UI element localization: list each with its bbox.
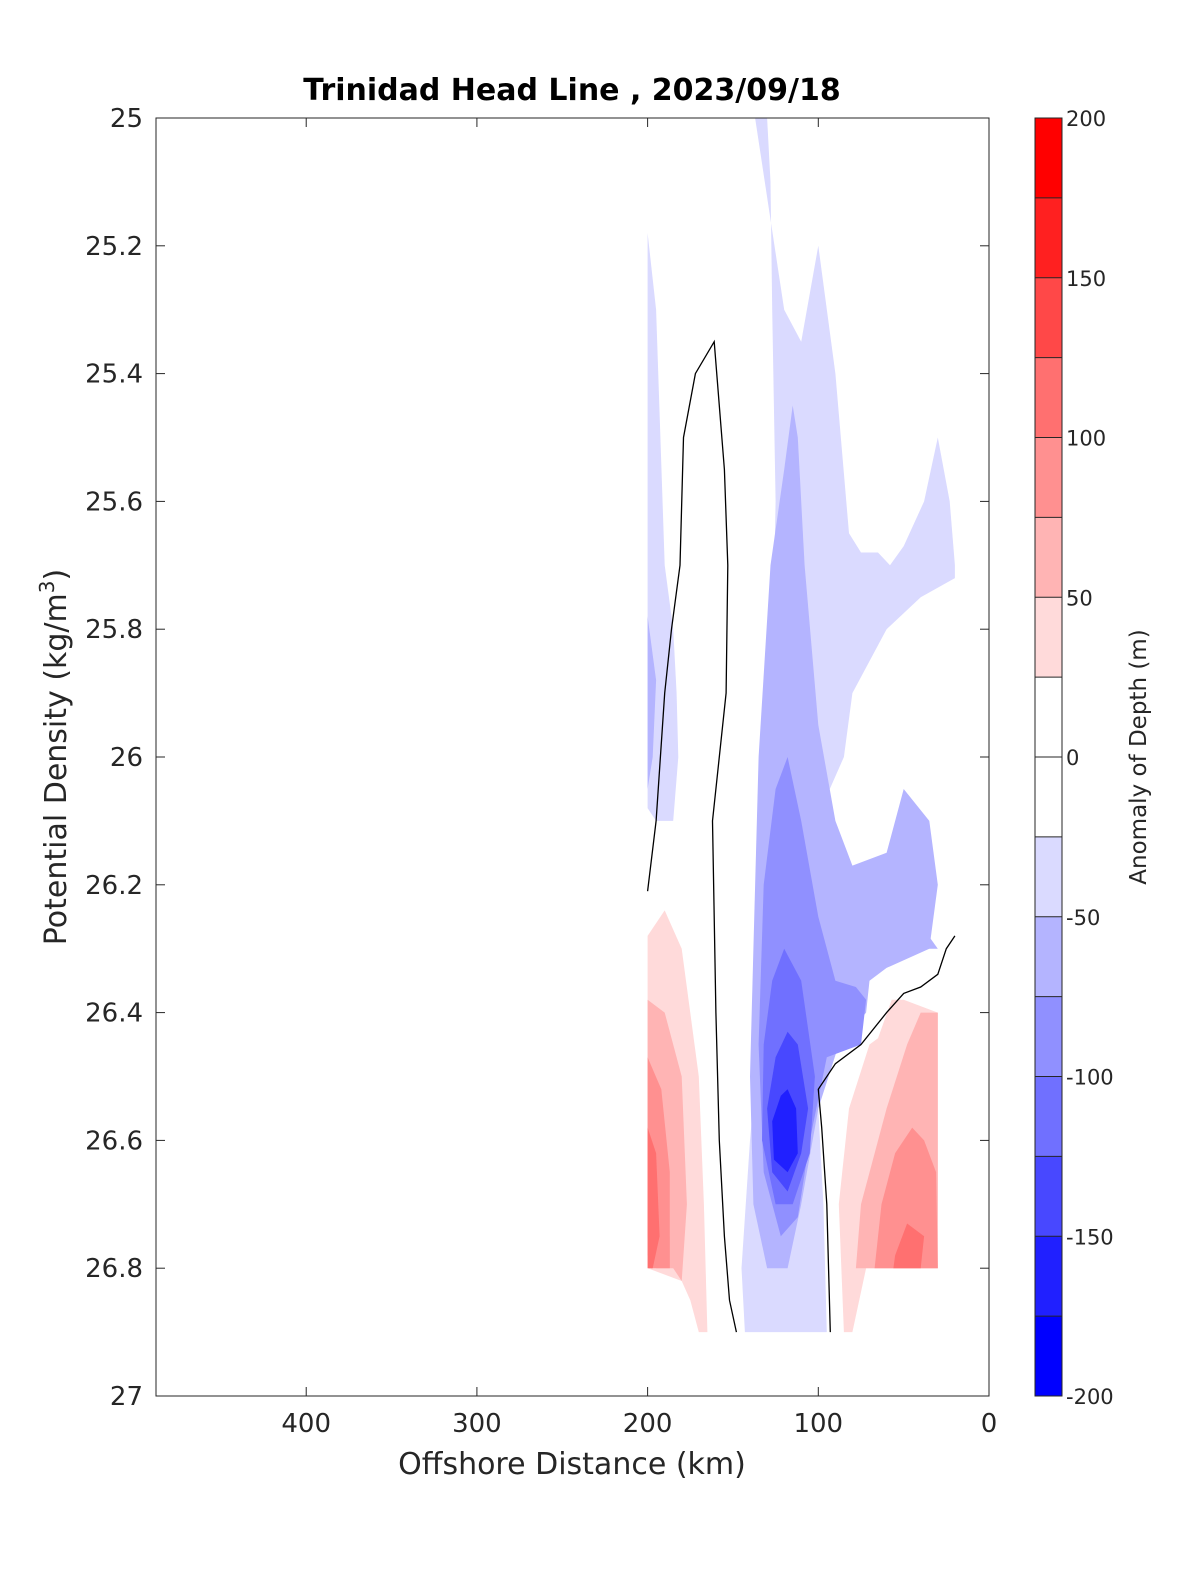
x-tick-label: 100 (793, 1409, 843, 1439)
contour-region-negative-50-75-west (647, 616, 657, 789)
colorbar-tick-label: 50 (1066, 586, 1093, 610)
y-tick-label: 25 (110, 104, 143, 134)
x-tick-label: 400 (281, 1409, 331, 1439)
colorbar: 200 150 100 50 0 -50 -100 -150 -200 Anomaly of D… (1034, 107, 1152, 1409)
colorbar-band (1035, 1236, 1062, 1317)
contour-region-positive-100-125-west (647, 1127, 660, 1269)
contour-region-negative-150-175 (772, 1089, 798, 1173)
colorbar-tick-label: -150 (1066, 1225, 1114, 1249)
colorbar-band (1035, 757, 1062, 837)
y-tick-label: 26.4 (85, 999, 143, 1029)
x-tick-label: 300 (452, 1409, 502, 1439)
x-tick-labels: 400 300 200 100 0 (281, 1409, 997, 1439)
colorbar-bands (1035, 118, 1062, 1396)
axis-ticks (156, 117, 990, 1397)
y-tick-label: 26 (110, 743, 143, 773)
colorbar-band (1035, 677, 1062, 757)
contour-region-positive-100-125-east (893, 1223, 925, 1269)
y-tick-labels: 25 25.2 25.4 25.6 25.8 26 26.2 26.4 26.6 26.8 27 (85, 104, 143, 1412)
colorbar-band (1035, 517, 1062, 598)
colorbar-band (1035, 916, 1062, 997)
y-axis-label-suffix: ) (39, 569, 74, 581)
y-tick-label: 26.6 (85, 1126, 143, 1156)
colorbar-ticks: 200 150 100 50 0 -50 -100 -150 -200 (1035, 107, 1114, 1409)
chart-title: Trinidad Head Line , 2023/09/18 (303, 73, 840, 108)
y-axis-label-superscript: 3 (35, 580, 59, 593)
y-tick-label: 26.8 (85, 1254, 143, 1284)
colorbar-band (1035, 597, 1062, 678)
x-tick-label: 200 (623, 1409, 673, 1439)
contour-region-negative-50-75-nearshore (898, 910, 938, 949)
contour-region-positive-75-100-east (874, 1127, 938, 1269)
colorbar-tick-label: -100 (1066, 1066, 1114, 1090)
y-tick-label: 26.2 (85, 871, 143, 901)
colorbar-band (1035, 996, 1062, 1077)
y-tick-label: 25.8 (85, 615, 143, 645)
y-tick-label: 25.4 (85, 360, 143, 390)
y-tick-label: 25.2 (85, 232, 143, 262)
colorbar-band (1035, 836, 1062, 917)
colorbar-tick-label: 200 (1066, 107, 1106, 131)
colorbar-tick-label: 100 (1066, 427, 1106, 451)
colorbar-tick-label: -200 (1066, 1385, 1114, 1409)
zero-contour-lines (646, 339, 956, 1333)
zero-contour-east (817, 935, 956, 1333)
colorbar-band (1035, 277, 1062, 358)
y-axis-label-text: Potential Density (kg/m (39, 593, 74, 945)
colorbar-tick-label: -50 (1066, 906, 1100, 930)
plot-area (155, 117, 990, 1397)
colorbar-tick-label: 0 (1066, 746, 1079, 770)
y-axis-label: Potential Density (kg/m3) (35, 569, 74, 945)
colorbar-band (1035, 437, 1062, 518)
contour-region-negative-25-50-west (647, 233, 679, 821)
colorbar-band (1035, 357, 1062, 438)
colorbar-band (1035, 1316, 1062, 1396)
x-axis-label: Offshore Distance (km) (398, 1447, 746, 1482)
contour-fills (647, 118, 955, 1333)
colorbar-tick-label: 150 (1066, 267, 1106, 291)
colorbar-band (1035, 1156, 1062, 1237)
colorbar-band (1035, 1076, 1062, 1157)
x-tick-label: 0 (981, 1409, 998, 1439)
colorbar-label: Anomaly of Depth (m) (1126, 629, 1152, 884)
zero-contour-west (646, 339, 738, 1333)
colorbar-band (1035, 118, 1062, 198)
y-tick-label: 27 (110, 1382, 143, 1412)
y-tick-label: 25.6 (85, 487, 143, 517)
colorbar-band (1035, 197, 1062, 278)
